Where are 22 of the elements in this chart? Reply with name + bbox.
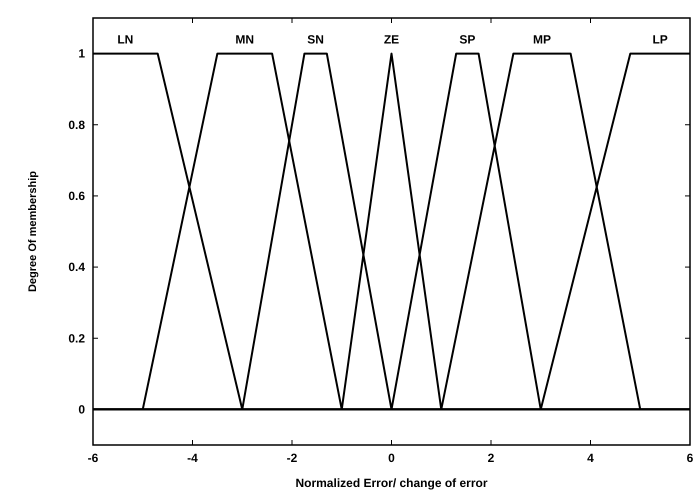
- series-label: SN: [307, 32, 324, 47]
- series-label: MN: [235, 32, 254, 47]
- y-tick-label: 0.8: [68, 118, 86, 132]
- legend-label: ZE: [384, 32, 400, 47]
- x-tick-label: 0: [388, 451, 396, 465]
- y-tick-label: 0.2: [68, 331, 86, 346]
- x-tick-label: -4: [187, 451, 198, 465]
- y-tick-label: 0: [78, 402, 86, 416]
- series-label: MP: [532, 32, 551, 47]
- y-axis-title: Degree Of membership: [27, 170, 39, 292]
- y-tick-label: 1: [78, 46, 86, 61]
- x-tick-label: -2: [286, 451, 298, 465]
- series-label: SP: [459, 32, 476, 47]
- series-label: LN: [117, 32, 134, 47]
- y-tick-label: 0.6: [68, 188, 86, 203]
- x-tick-label: -6: [88, 451, 99, 465]
- x-tick-label: 2: [488, 451, 495, 465]
- x-tick-label: 4: [587, 451, 594, 465]
- x-tick-label: 6: [686, 451, 693, 465]
- x-axis-title: Normalized Error/ change of error: [295, 476, 488, 490]
- series-label: LP: [652, 32, 668, 47]
- y-tick-label: 0.4: [68, 260, 86, 274]
